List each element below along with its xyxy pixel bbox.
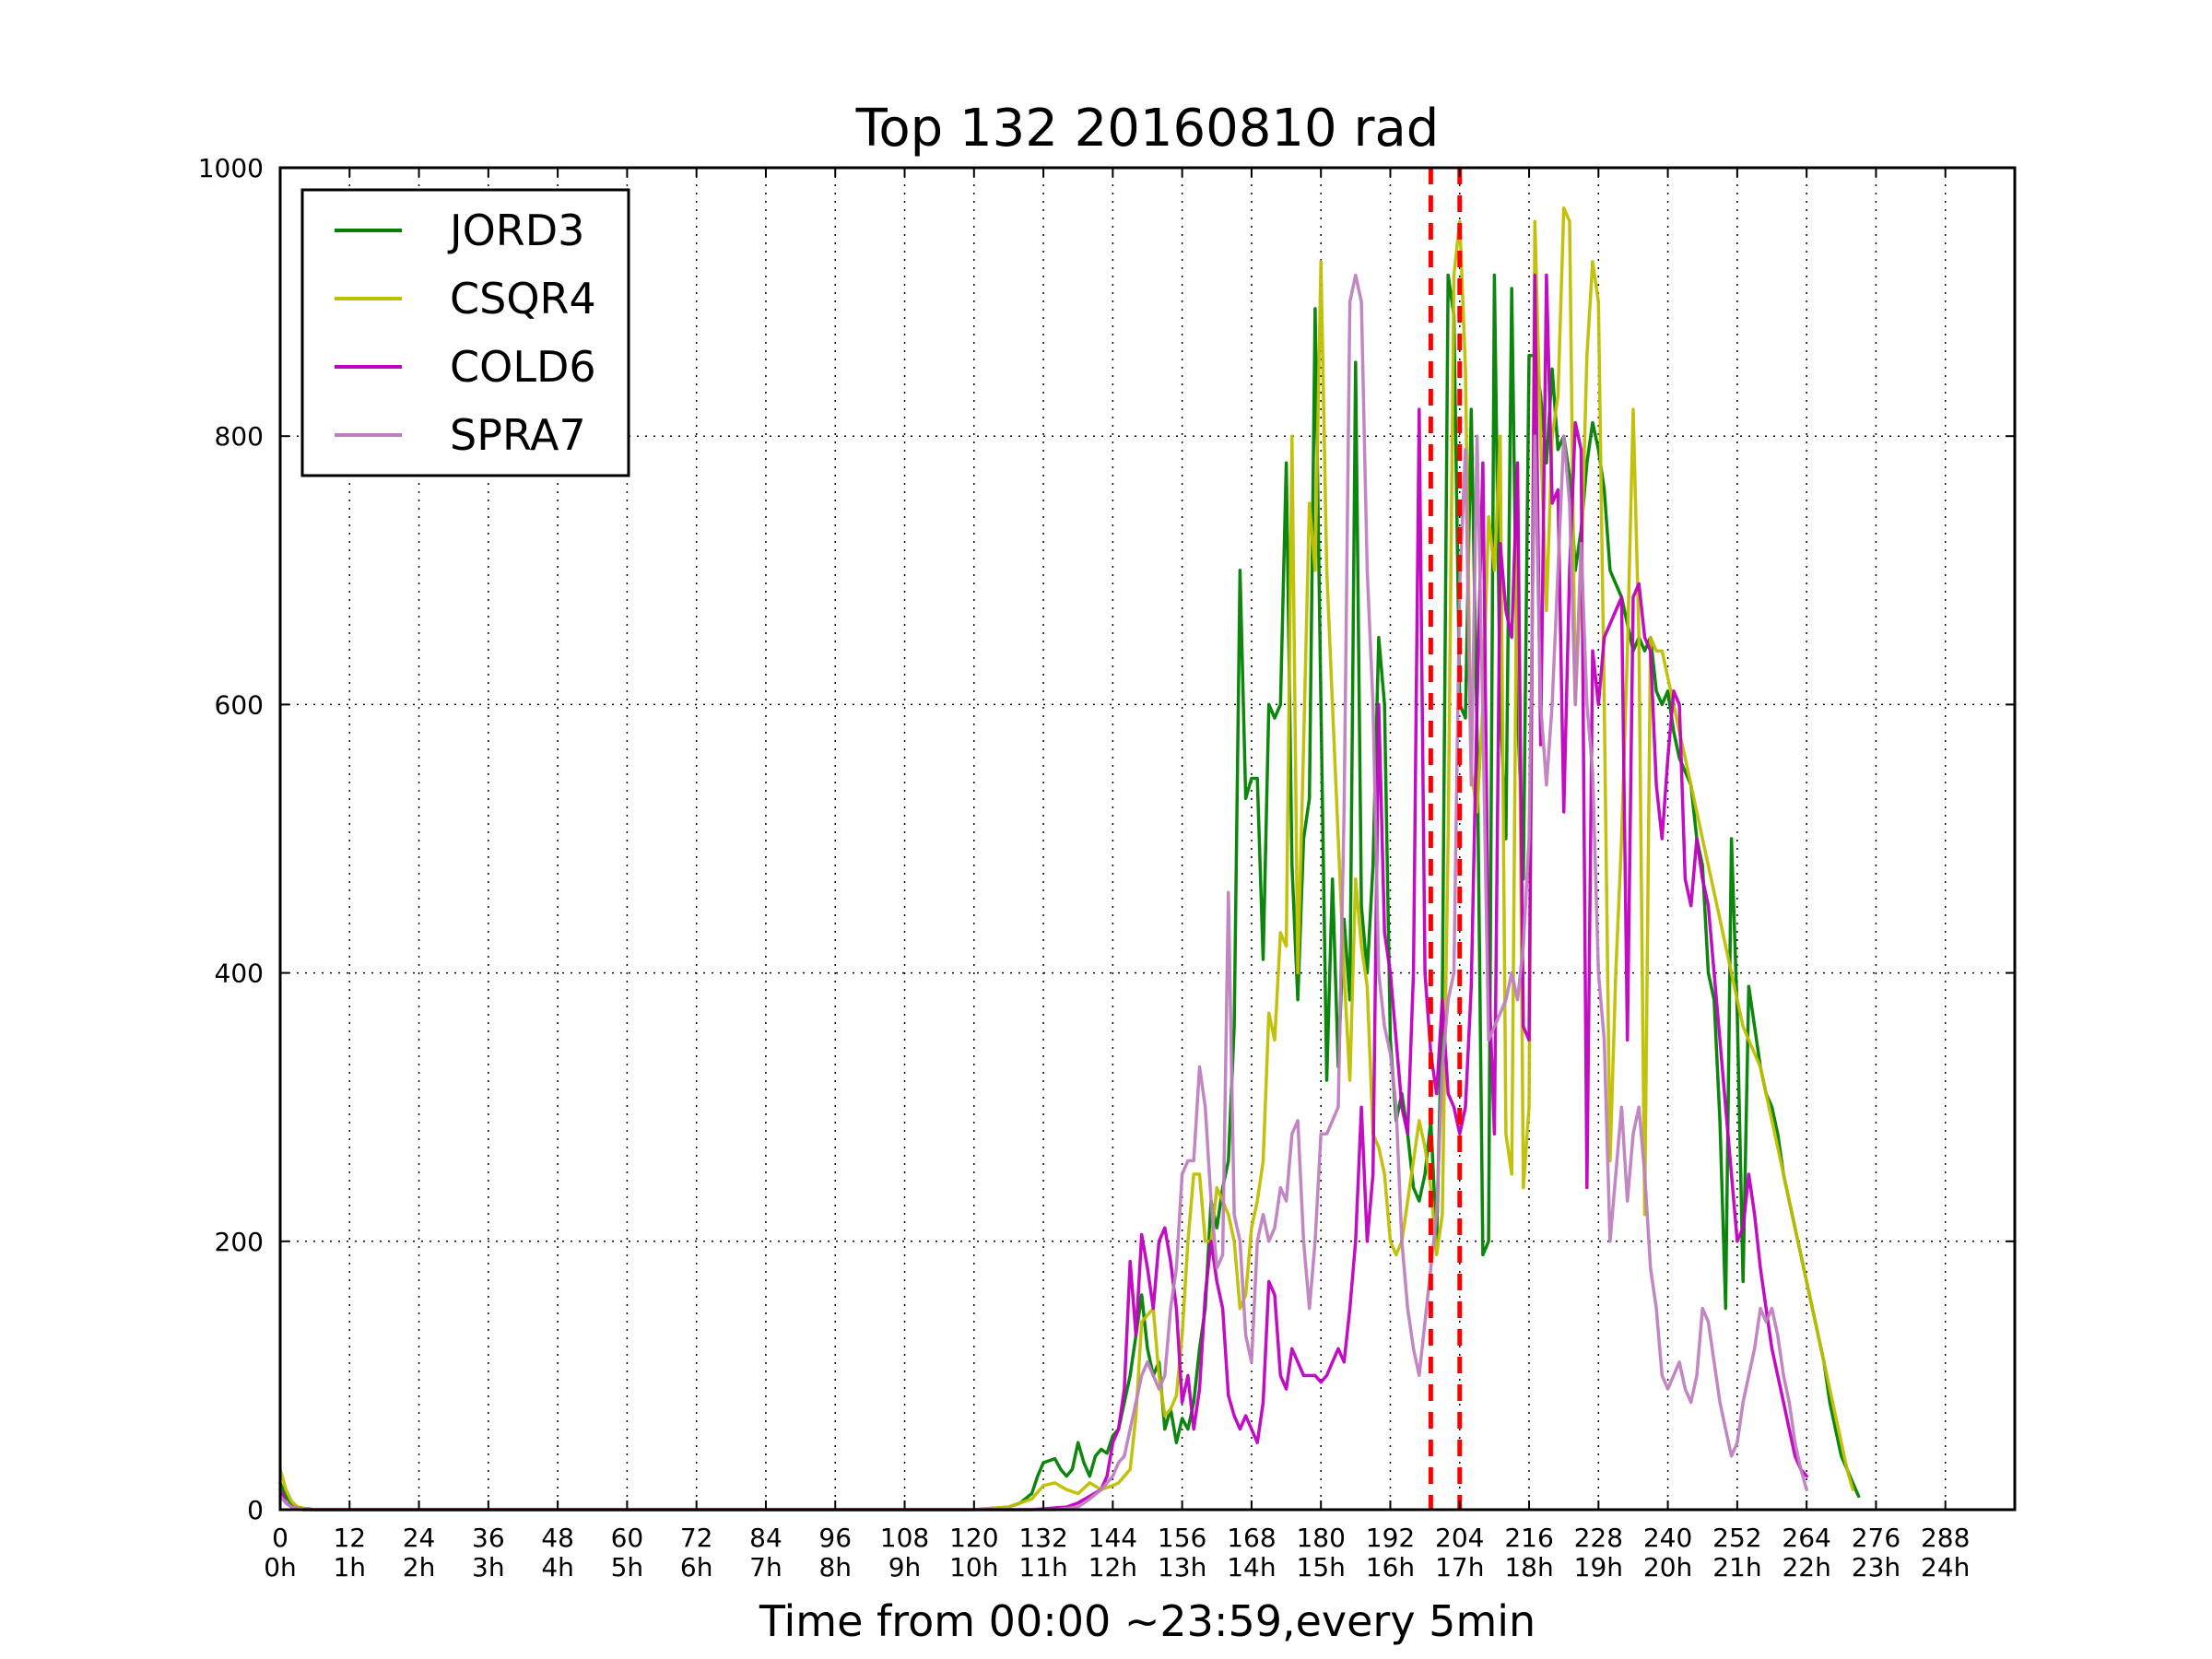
x-tick-hour-label: 24h [1921, 1552, 1970, 1583]
x-tick-label: 192 [1366, 1523, 1415, 1553]
x-tick-hour-label: 20h [1643, 1552, 1692, 1583]
x-tick-label: 60 [611, 1523, 644, 1553]
y-tick-label: 0 [247, 1495, 264, 1525]
x-tick-label: 84 [749, 1523, 782, 1553]
series-line-jord3 [278, 273, 1861, 1512]
x-tick-hour-label: 4h [541, 1552, 574, 1583]
x-tick-label: 72 [680, 1523, 713, 1553]
x-tick-hour-label: 10h [949, 1552, 998, 1583]
x-tick-hour-label: 6h [680, 1552, 713, 1583]
x-tick-label: 120 [949, 1523, 998, 1553]
x-tick-hour-label: 8h [818, 1552, 852, 1583]
x-axis-label: Time from 00:00 ~23:59,every 5min [759, 1596, 1535, 1646]
y-tick-label: 400 [215, 959, 264, 989]
x-tick-hour-label: 13h [1158, 1552, 1206, 1583]
y-tick-label: 600 [215, 689, 264, 720]
x-tick-hour-label: 12h [1088, 1552, 1137, 1583]
x-tick-hour-label: 23h [1852, 1552, 1900, 1583]
x-tick-hour-label: 15h [1297, 1552, 1346, 1583]
x-tick-label: 288 [1921, 1523, 1970, 1553]
x-tick-hour-label: 16h [1366, 1552, 1415, 1583]
x-tick-label: 0 [272, 1523, 288, 1553]
legend-box [300, 188, 630, 477]
x-tick-label: 132 [1018, 1523, 1067, 1553]
x-tick-label: 240 [1643, 1523, 1692, 1553]
x-tick-hour-label: 22h [1782, 1552, 1830, 1583]
x-tick-label: 180 [1296, 1523, 1345, 1553]
x-tick-hour-label: 1h [333, 1552, 366, 1583]
legend: JORD3 CSQR4 COLD6 SPRA7 [300, 188, 630, 477]
x-tick-label: 96 [818, 1523, 852, 1553]
x-tick-label: 216 [1504, 1523, 1553, 1553]
x-tick-label: 144 [1088, 1523, 1137, 1553]
x-tick-label: 204 [1435, 1523, 1484, 1553]
x-tick-hour-label: 2h [403, 1552, 436, 1583]
series-line-csqr4 [278, 206, 1855, 1512]
x-tick-label: 24 [403, 1523, 436, 1553]
legend-label: CSQR4 [450, 274, 596, 324]
x-tick-hour-label: 7h [749, 1552, 782, 1583]
plot-frame [278, 166, 2017, 1512]
series-line-spra7 [278, 273, 1808, 1512]
x-tick-label: 108 [880, 1523, 929, 1553]
x-tick-label: 228 [1574, 1523, 1623, 1553]
reference-lines [1428, 168, 1463, 1510]
y-tick-label: 200 [215, 1227, 264, 1257]
x-tick-hour-label: 14h [1227, 1552, 1276, 1583]
x-tick-label: 276 [1852, 1523, 1900, 1553]
y-tick-label: 800 [215, 421, 264, 452]
legend-label: COLD6 [450, 342, 596, 392]
x-tick-label: 36 [472, 1523, 505, 1553]
x-tick-label: 12 [333, 1523, 366, 1553]
x-tick-hour-label: 18h [1504, 1552, 1553, 1583]
y-tick-label: 1000 [198, 153, 264, 183]
x-tick-hour-label: 0h [264, 1552, 297, 1583]
x-tick-hour-label: 17h [1435, 1552, 1484, 1583]
x-tick-hour-label: 3h [472, 1552, 505, 1583]
x-tick-hour-label: 21h [1712, 1552, 1761, 1583]
x-tick-label: 252 [1712, 1523, 1761, 1553]
legend-label: SPRA7 [450, 410, 586, 460]
legend-label: JORD3 [447, 206, 584, 255]
x-tick-hour-label: 19h [1574, 1552, 1623, 1583]
x-tick-hour-label: 9h [888, 1552, 922, 1583]
x-tick-hour-label: 5h [611, 1552, 644, 1583]
chart-title: Top 132 20160810 rad [855, 99, 1440, 159]
x-tick-label: 156 [1158, 1523, 1206, 1553]
x-tick-label: 264 [1782, 1523, 1830, 1553]
x-tick-label: 48 [541, 1523, 574, 1553]
x-tick-hour-label: 11h [1018, 1552, 1067, 1583]
x-tick-label: 168 [1227, 1523, 1276, 1553]
